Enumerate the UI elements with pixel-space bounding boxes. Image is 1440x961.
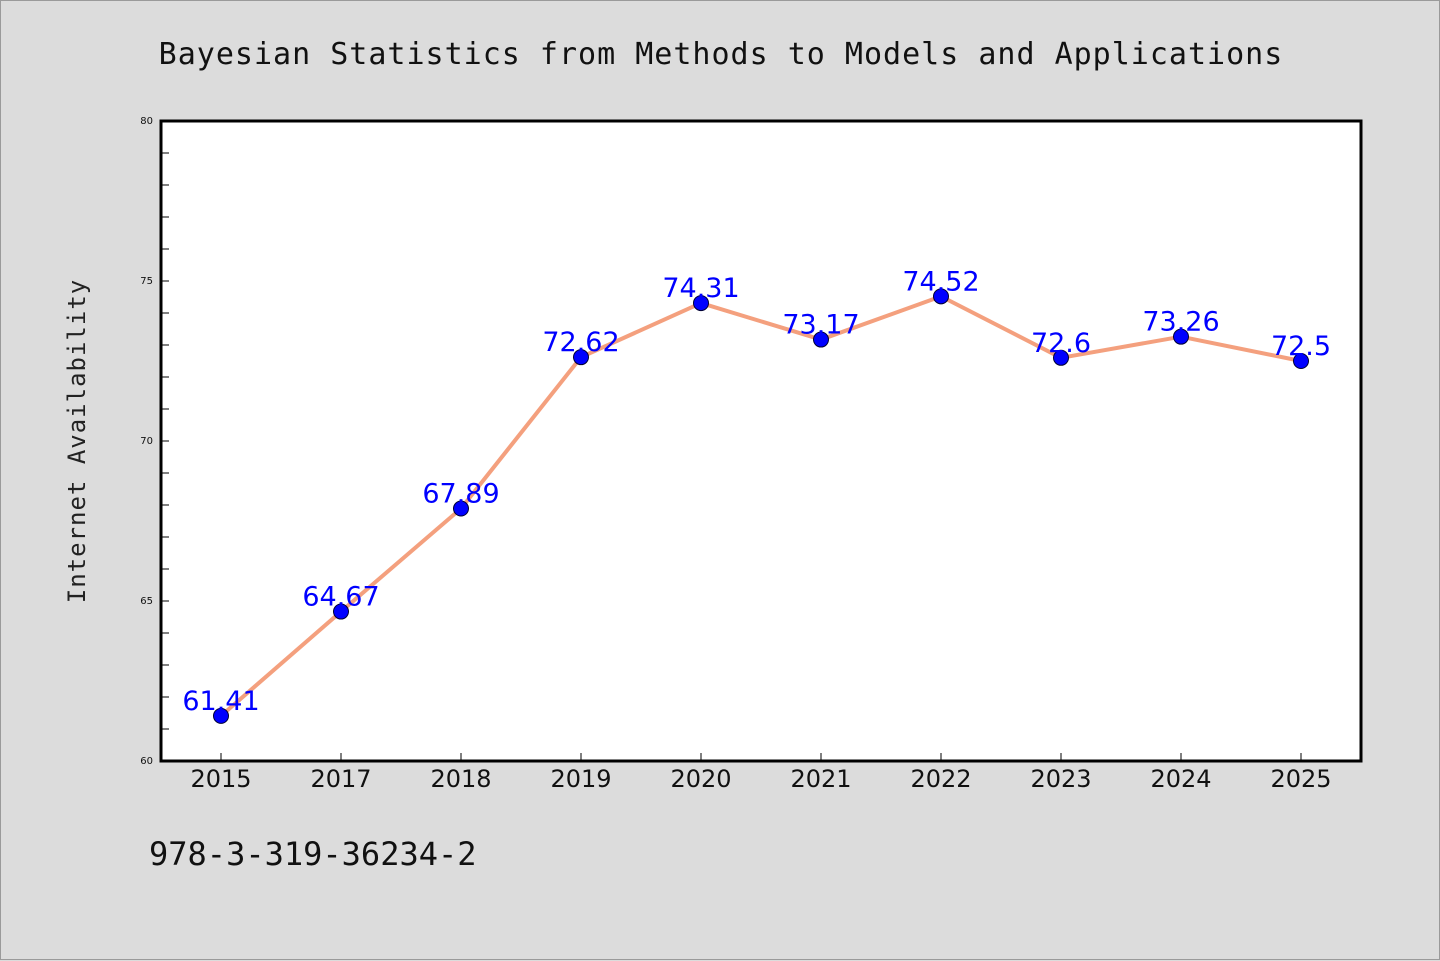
- x-tick-label: 2020: [670, 765, 731, 793]
- markers-group: [213, 288, 1309, 724]
- x-tick-label: 2024: [1150, 765, 1211, 793]
- x-tick-label: 2021: [790, 765, 851, 793]
- data-point: [693, 295, 709, 312]
- x-tick-label: 2023: [1030, 765, 1091, 793]
- data-point: [1173, 328, 1189, 345]
- x-tick-label: 2017: [310, 765, 371, 793]
- data-point: [933, 288, 949, 305]
- data-label: 72.62: [542, 327, 619, 358]
- x-axis: 2015 2017 2018 2019 2020 2021 2022 2023 2024 2025: [190, 753, 1332, 793]
- data-label: 73.26: [1142, 307, 1219, 338]
- x-tick-label: 2018: [430, 765, 491, 793]
- data-label: 73.17: [782, 310, 859, 341]
- data-point: [1053, 349, 1069, 366]
- data-point: [333, 603, 349, 620]
- data-point: [573, 349, 589, 366]
- y-axis-label: Internet Availability: [63, 279, 91, 603]
- y-axis: 60 65 70 75 80: [140, 116, 169, 767]
- y-tick-label: 80: [140, 116, 153, 127]
- x-tick-label: 2022: [910, 765, 971, 793]
- data-labels-group: 61.41 64.67 67.89 72.62 74.31 73.17 74.52 72.6 7…: [182, 266, 1331, 717]
- data-label: 72.5: [1271, 331, 1331, 362]
- y-tick-label: 70: [140, 436, 153, 447]
- series-line-group: [219, 294, 1302, 718]
- plot-area: [159, 119, 1363, 763]
- y-tick-label: 65: [140, 596, 153, 607]
- data-point: [813, 331, 829, 348]
- x-tick-label: 2019: [550, 765, 611, 793]
- data-point: [453, 500, 469, 517]
- data-label: 74.52: [902, 266, 979, 297]
- y-tick-label: 75: [140, 276, 153, 287]
- data-label: 72.6: [1031, 328, 1091, 359]
- data-label: 61.41: [182, 686, 259, 717]
- x-tick-label: 2015: [190, 765, 251, 793]
- y-tick-label: 60: [140, 756, 153, 767]
- series-line: [219, 294, 1302, 718]
- data-point: [213, 707, 229, 724]
- footer-isbn: 978-3-319-36234-2: [149, 835, 477, 873]
- x-tick-label: 2025: [1270, 765, 1331, 793]
- data-label: 74.31: [662, 273, 739, 304]
- data-label: 64.67: [302, 582, 379, 613]
- data-label: 67.89: [422, 479, 499, 510]
- chart-title: Bayesian Statistics from Methods to Mode…: [159, 37, 1284, 72]
- data-point: [1293, 353, 1309, 369]
